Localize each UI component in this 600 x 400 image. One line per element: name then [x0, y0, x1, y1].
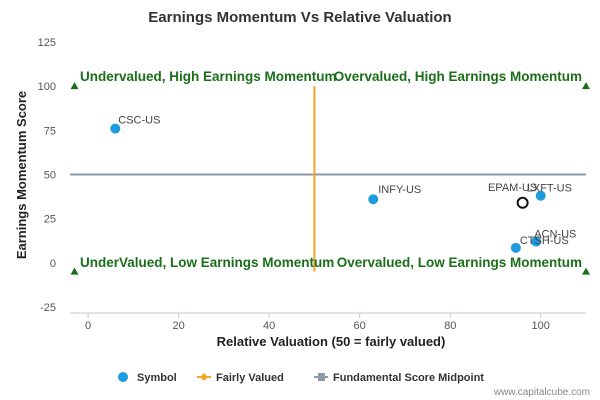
- quadrant-label: Overvalued, Low Earnings Momentum: [337, 255, 582, 270]
- x-tick-label: 60: [354, 320, 366, 332]
- highlight-point-label: EPAM-US: [488, 182, 537, 194]
- x-tick-label: 80: [444, 320, 456, 332]
- x-tick-label: 20: [173, 320, 185, 332]
- quadrant-marker: [70, 267, 79, 275]
- y-tick-label: 125: [38, 37, 56, 49]
- y-tick-label: 100: [38, 81, 56, 93]
- x-tick-label: 40: [263, 320, 275, 332]
- data-point: [535, 190, 546, 201]
- quadrant-label: Undervalued, High Earnings Momentum: [80, 69, 337, 84]
- legend-label: Fairly Valued: [216, 372, 284, 384]
- quadrant-marker: [70, 82, 79, 90]
- data-point: [368, 194, 379, 205]
- data-point: [510, 242, 521, 253]
- quadrant-marker: [582, 267, 590, 275]
- data-point: [531, 236, 542, 247]
- legend: Symbol Fairly Valued Fundamental Score Mid…: [118, 372, 484, 384]
- credit-text: www.capitalcube.com: [493, 387, 590, 398]
- data-point-label: ACN-US: [534, 229, 576, 241]
- y-axis-title: Earnings Momentum Score: [14, 91, 29, 259]
- data-point-label: CSC-US: [118, 115, 160, 127]
- data-point-label: LXFT-US: [527, 183, 572, 195]
- x-tick-label: 100: [532, 320, 550, 332]
- legend-label: Symbol: [137, 372, 177, 384]
- y-tick-label: 0: [50, 258, 56, 270]
- quadrant-label: Overvalued, High Earnings Momentum: [334, 69, 582, 84]
- y-tick-label: 50: [44, 170, 56, 182]
- quadrant-marker: [582, 82, 590, 90]
- legend-midpoint-marker: [318, 373, 325, 381]
- data-point-label: CTSH-US: [520, 235, 569, 247]
- x-axis-title: Relative Valuation (50 = fairly valued): [217, 334, 446, 349]
- legend-label: Fundamental Score Midpoint: [333, 372, 484, 384]
- y-tick-label: -25: [40, 302, 56, 314]
- chart-title: Earnings Momentum Vs Relative Valuation: [148, 9, 451, 26]
- y-tick-label: 75: [44, 125, 56, 137]
- x-tick-label: 0: [85, 320, 91, 332]
- quadrant-label: UnderValued, Low Earnings Momentum: [80, 255, 334, 270]
- legend-fairly-valued-marker: [200, 373, 208, 381]
- plot-area: 0 20 40 60 80 100 -25 0 25 50 75 100 125 Undervalued,…: [38, 37, 590, 332]
- data-point: [110, 123, 121, 134]
- legend-symbol-marker: [118, 372, 128, 382]
- highlight-point: [516, 196, 529, 209]
- data-point-label: INFY-US: [378, 184, 421, 196]
- y-tick-label: 25: [44, 214, 56, 226]
